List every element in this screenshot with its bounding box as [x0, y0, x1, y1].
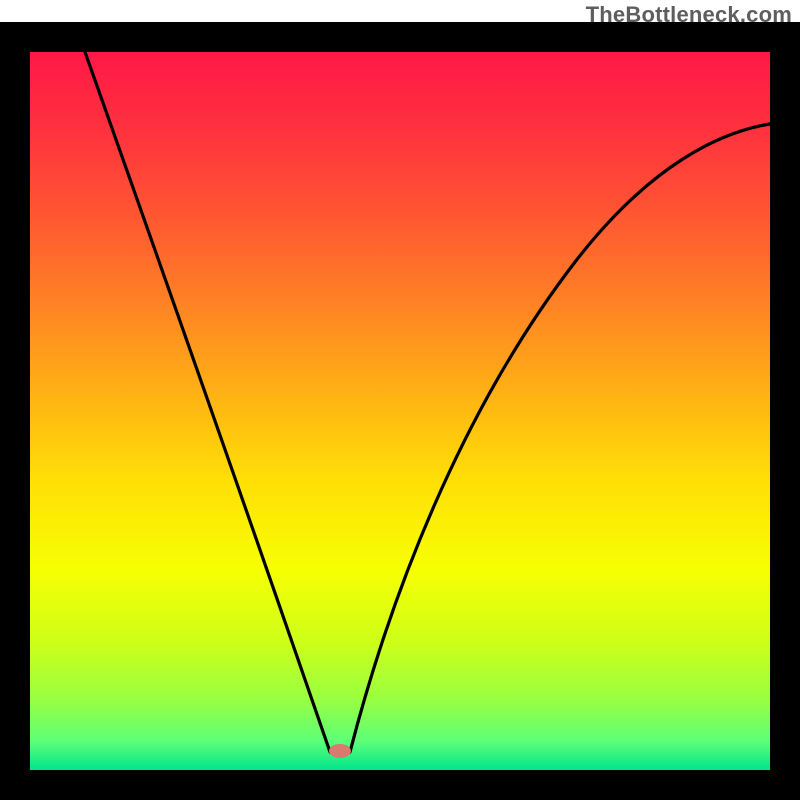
chart-root: TheBottleneck.com	[0, 0, 800, 800]
bottleneck-marker	[329, 744, 351, 758]
plot-area	[30, 52, 770, 770]
marker-layer	[30, 52, 770, 770]
